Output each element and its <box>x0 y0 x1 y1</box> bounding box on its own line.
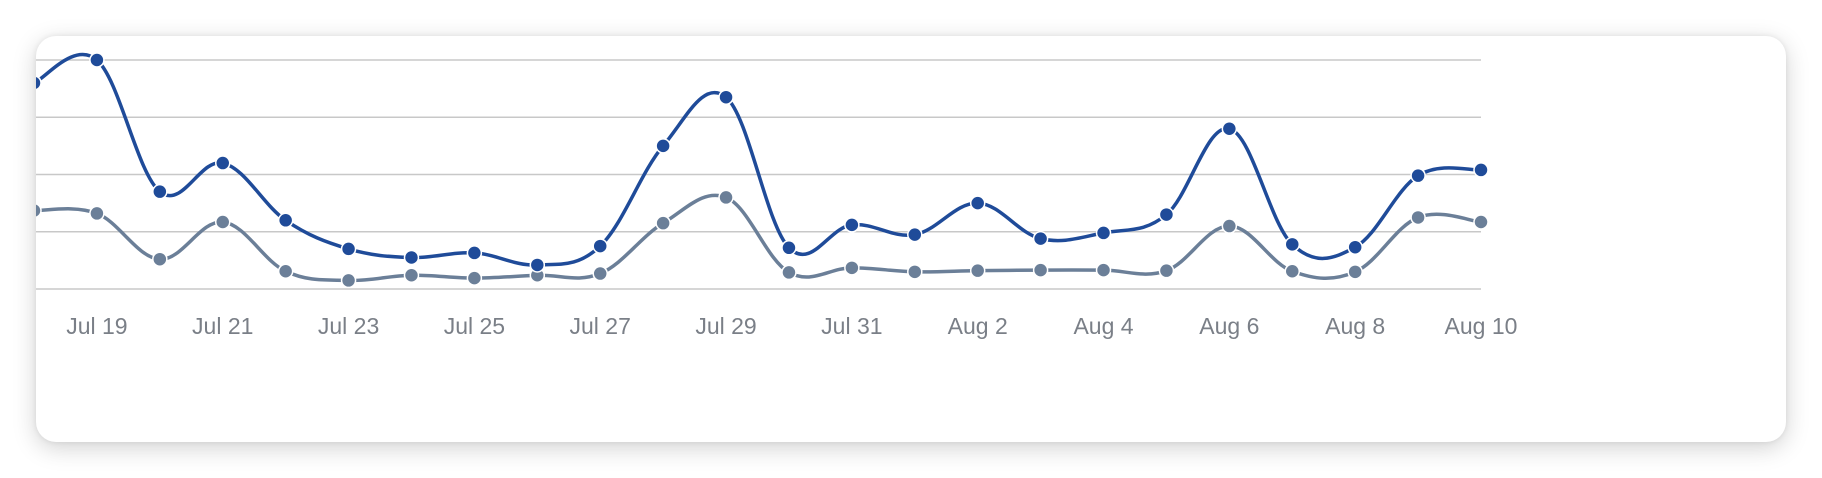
series-0-line <box>36 52 1482 267</box>
series-0-point-11[interactable] <box>718 89 734 105</box>
series-1-point-13[interactable] <box>844 260 860 276</box>
series-1-point-5[interactable] <box>340 272 357 289</box>
series-1-point-9[interactable] <box>592 265 608 282</box>
series-1-point-6[interactable] <box>403 267 420 284</box>
series-0-point-23[interactable] <box>1473 162 1489 178</box>
x-tick-label: Jul 19 <box>66 313 127 339</box>
series-0-point-15[interactable] <box>969 195 986 211</box>
x-tick-label: Jul 25 <box>444 313 505 339</box>
x-tick-label: Aug 6 <box>1199 313 1259 339</box>
series-0-point-21[interactable] <box>1347 239 1363 255</box>
series-0-point-1[interactable] <box>89 52 105 68</box>
series-0-point-3[interactable] <box>214 155 231 171</box>
series-0-point-13[interactable] <box>844 217 860 233</box>
series-0-point-22[interactable] <box>1410 167 1426 184</box>
series-1-line <box>36 193 1482 283</box>
series-0-point-9[interactable] <box>592 238 608 254</box>
series-0-point-18[interactable] <box>1158 206 1175 223</box>
series-0-point-2[interactable] <box>152 183 168 200</box>
series-1-point-20[interactable] <box>1284 263 1301 280</box>
series-1-point-19[interactable] <box>1221 218 1238 234</box>
series-1-point-16[interactable] <box>1032 262 1049 278</box>
x-tick-label: Jul 27 <box>570 313 631 339</box>
series-1-point-12[interactable] <box>781 264 797 281</box>
series-1-point-0[interactable] <box>36 203 42 219</box>
x-tick-label: Aug 8 <box>1325 313 1385 339</box>
x-tick-label: Jul 21 <box>192 313 253 339</box>
series-points <box>36 52 1489 289</box>
x-tick-label: Jul 23 <box>318 313 379 339</box>
line-chart: Jul 19 Jul 21 Jul 23 Jul 25 Jul 27 Jul 29 Jul … <box>36 52 1517 339</box>
series-0-point-4[interactable] <box>277 212 294 229</box>
series-1-point-22[interactable] <box>1410 209 1426 226</box>
series-0-point-6[interactable] <box>403 249 420 266</box>
series-1-point-11[interactable] <box>718 189 734 206</box>
series-0-point-0[interactable] <box>36 75 42 91</box>
series-0-point-14[interactable] <box>907 226 923 243</box>
series-1-point-4[interactable] <box>277 263 294 280</box>
x-tick-label: Jul 29 <box>695 313 756 339</box>
series-0-point-5[interactable] <box>340 241 357 257</box>
series-0-point-12[interactable] <box>781 240 797 256</box>
series-0-point-8[interactable] <box>529 257 546 273</box>
series-1-point-17[interactable] <box>1095 262 1112 278</box>
series-lines <box>36 52 1482 283</box>
series-1-point-21[interactable] <box>1347 264 1363 280</box>
series-1-point-7[interactable] <box>466 270 483 286</box>
series-0-point-10[interactable] <box>655 138 671 154</box>
series-1-point-15[interactable] <box>969 262 986 279</box>
series-1-point-10[interactable] <box>655 215 671 231</box>
x-tick-label: Aug 2 <box>948 313 1008 339</box>
series-0-point-20[interactable] <box>1284 236 1301 253</box>
series-0-point-17[interactable] <box>1095 225 1112 241</box>
series-1-point-3[interactable] <box>214 214 231 230</box>
series-0-point-19[interactable] <box>1221 120 1238 137</box>
chart-card: Jul 19 Jul 21 Jul 23 Jul 25 Jul 27 Jul 29 Jul … <box>36 36 1786 442</box>
x-axis-tick-labels: Jul 19 Jul 21 Jul 23 Jul 25 Jul 27 Jul 29 Jul … <box>66 313 1517 339</box>
x-tick-label: Jul 31 <box>821 313 882 339</box>
series-0-point-16[interactable] <box>1032 230 1049 247</box>
x-tick-label: Aug 4 <box>1073 313 1133 339</box>
series-1-point-1[interactable] <box>89 205 105 222</box>
series-1-point-23[interactable] <box>1473 214 1489 230</box>
series-0-point-7[interactable] <box>466 245 483 261</box>
series-1-point-2[interactable] <box>152 251 168 267</box>
x-tick-label: Aug 10 <box>1445 313 1518 339</box>
series-1-point-14[interactable] <box>907 264 923 280</box>
series-1-point-18[interactable] <box>1158 262 1175 279</box>
